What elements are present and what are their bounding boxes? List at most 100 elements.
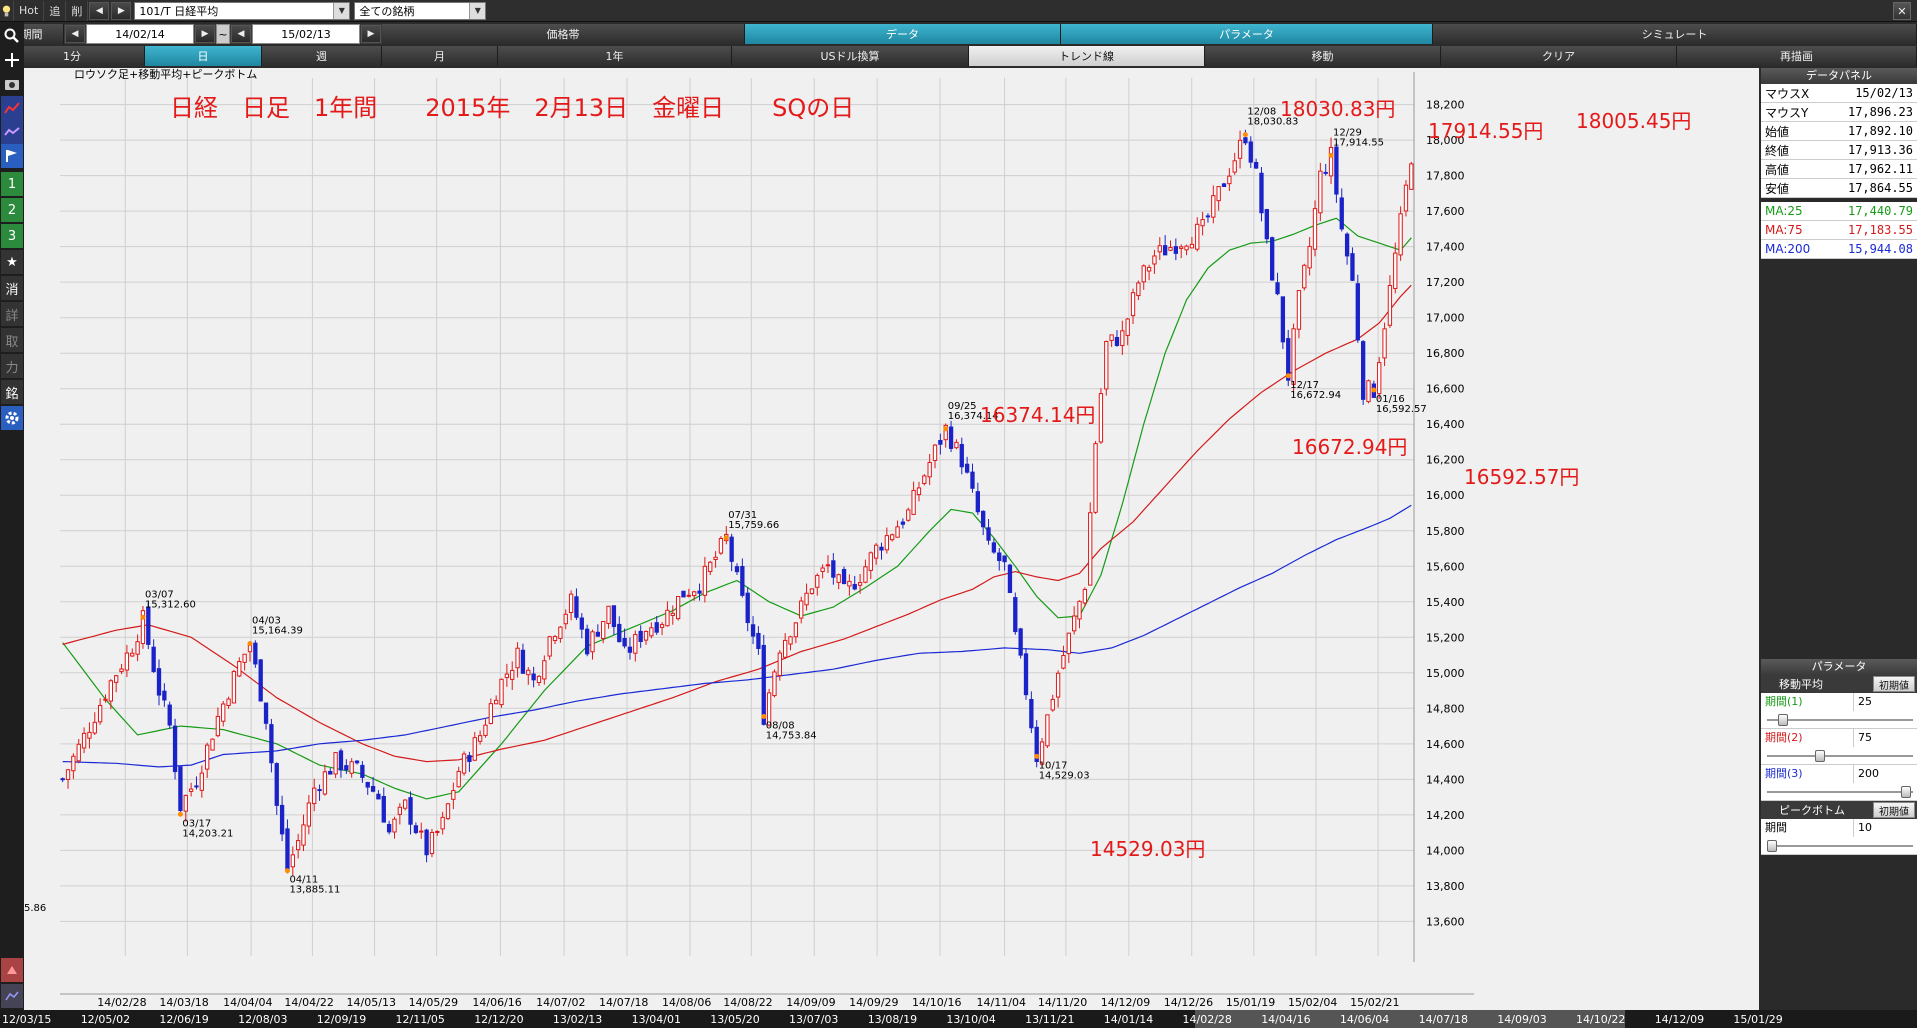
peak-value-label: 16,592.57	[1376, 404, 1427, 415]
timeline-label: 12/11/05	[396, 1013, 445, 1026]
add-button[interactable]: 追	[44, 0, 67, 21]
hot-button[interactable]: Hot	[14, 0, 45, 21]
candle-body	[536, 675, 542, 684]
candle-body	[510, 669, 515, 680]
candle-body	[1328, 146, 1334, 177]
next-arrow-icon[interactable]: ▶	[111, 1, 132, 20]
period-slider[interactable]	[1761, 711, 1917, 729]
candle-body	[772, 671, 777, 697]
bulb-icon[interactable]	[0, 0, 14, 21]
ma200-line	[62, 504, 1412, 768]
period-input[interactable]: 25	[1853, 693, 1917, 711]
preset-1-button[interactable]: 1	[1, 172, 23, 196]
period-input[interactable]: 200	[1853, 765, 1917, 783]
tab-trendline[interactable]: トレンド線	[969, 46, 1205, 66]
x-axis: 14/02/28 14/03/18 14/04/04 14/04/22 14/05/13…	[60, 993, 1474, 1009]
flag-icon[interactable]	[1, 144, 23, 168]
slider-knob[interactable]	[1815, 750, 1826, 762]
overview-timeline[interactable]: 12/03/15 12/05/02 12/06/19 12/08/03 12/09/19…	[0, 1010, 1917, 1028]
chevron-down-icon[interactable]: ▼	[469, 2, 486, 19]
candle-body	[1205, 215, 1211, 218]
tab-simulate[interactable]: シミュレート	[1433, 24, 1917, 44]
y-tick-label: 16,800	[1426, 347, 1465, 360]
timeline-label: 14/10/22	[1576, 1013, 1625, 1026]
candle-body	[386, 823, 392, 833]
peak-bottom-label: ピークボトム	[1779, 804, 1845, 817]
x-tick-label: 14/07/02	[536, 996, 585, 1009]
close-icon[interactable]: ✕	[1893, 2, 1911, 20]
power-button[interactable]: 力	[1, 354, 23, 378]
prev-date-icon[interactable]: ◀	[231, 25, 251, 43]
slider-knob[interactable]	[1767, 840, 1777, 852]
timeline-label: 13/08/19	[868, 1013, 917, 1026]
tab-clear[interactable]: クリア	[1441, 46, 1677, 66]
candle-body	[601, 621, 606, 639]
candlestick-chart[interactable]: 13,600 13,800 14,000 14,200 14,400 14,600 14,8…	[24, 67, 1759, 1010]
chart-line-icon[interactable]	[1, 120, 23, 144]
candle-body	[205, 744, 210, 770]
candle-body	[911, 489, 916, 515]
chevron-down-icon[interactable]: ▼	[333, 2, 350, 19]
ma-reset-button[interactable]: 初期値	[1873, 676, 1915, 692]
chart-canvas[interactable]: 13,600 13,800 14,000 14,200 14,400 14,600 14,8…	[24, 67, 1759, 1010]
tab-usd[interactable]: USドル換算	[732, 46, 969, 66]
mini-chart-icon[interactable]	[1, 984, 23, 1008]
tab-month[interactable]: 月	[382, 46, 498, 66]
data-panel-rows: マウスX 15/02/13 マウスY 17,896.23 始値 17,892.10 終値 17…	[1761, 84, 1917, 259]
chart-icon[interactable]	[1, 96, 23, 120]
preset-3-button[interactable]: 3	[1, 224, 23, 248]
trade-button[interactable]: 取	[1, 328, 23, 352]
delete-button[interactable]: 削	[66, 0, 89, 21]
tab-data[interactable]: データ	[745, 24, 1061, 44]
candle-body	[836, 574, 841, 583]
pb-period-slider[interactable]	[1761, 837, 1917, 855]
preset-2-button[interactable]: 2	[1, 198, 23, 222]
pb-period-input[interactable]: 10	[1853, 819, 1917, 837]
tab-redraw[interactable]: 再描画	[1677, 46, 1917, 66]
period-input[interactable]: 75	[1853, 729, 1917, 747]
gear-icon[interactable]	[1, 406, 23, 430]
tab-1year[interactable]: 1年	[498, 46, 732, 66]
slider-knob[interactable]	[1777, 714, 1788, 726]
candle-body	[279, 804, 285, 835]
candle-body	[1130, 292, 1136, 317]
pb-reset-button[interactable]: 初期値	[1873, 802, 1915, 818]
tab-parameter[interactable]: パラメータ	[1061, 24, 1433, 44]
prev-date-icon[interactable]: ◀	[65, 25, 85, 43]
y-tick-label: 13,800	[1426, 880, 1465, 893]
candle-body	[1066, 632, 1071, 655]
timeline-canvas[interactable]: 12/03/15 12/05/02 12/06/19 12/08/03 12/09/19…	[0, 1010, 1917, 1028]
next-date-icon[interactable]: ▶	[361, 25, 381, 43]
tab-day[interactable]: 日	[145, 46, 262, 66]
detail-button[interactable]: 詳	[1, 302, 23, 326]
slider-track	[1767, 755, 1913, 757]
symbol-select[interactable]: 101/T 日経平均 ▼	[134, 1, 351, 20]
slider-knob[interactable]	[1901, 786, 1911, 798]
erase-button[interactable]: 消	[1, 276, 23, 300]
crosshair-icon[interactable]	[1, 48, 23, 72]
prev-arrow-icon[interactable]: ◀	[89, 1, 110, 20]
data-panel: データパネル マウスX 15/02/13 マウスY 17,896.23 始値 17,892…	[1761, 68, 1917, 1010]
candle-body	[440, 816, 445, 830]
tab-move[interactable]: 移動	[1205, 46, 1441, 66]
search-icon[interactable]	[1, 24, 23, 48]
scroll-up-icon[interactable]	[1, 958, 23, 982]
y-tick-label: 17,000	[1426, 312, 1465, 325]
tab-1min[interactable]: 1分	[0, 46, 145, 66]
tab-price-band[interactable]: 価格帯	[382, 24, 745, 44]
date-to-field[interactable]: 15/02/13	[252, 24, 360, 44]
camera-icon[interactable]	[1, 72, 23, 96]
tab-week[interactable]: 週	[262, 46, 382, 66]
star-icon[interactable]: ★	[1, 250, 23, 274]
candle-body	[221, 703, 226, 722]
period-slider[interactable]	[1761, 747, 1917, 765]
candle-body	[1189, 243, 1195, 249]
x-tick-label: 14/08/06	[662, 996, 711, 1009]
period-slider[interactable]	[1761, 783, 1917, 801]
next-date-icon[interactable]: ▶	[195, 25, 215, 43]
date-from-field[interactable]: 14/02/14	[86, 24, 194, 44]
candle-body	[403, 799, 408, 809]
symbol-button[interactable]: 銘	[1, 380, 23, 404]
universe-select[interactable]: 全ての銘柄 ▼	[354, 1, 487, 20]
